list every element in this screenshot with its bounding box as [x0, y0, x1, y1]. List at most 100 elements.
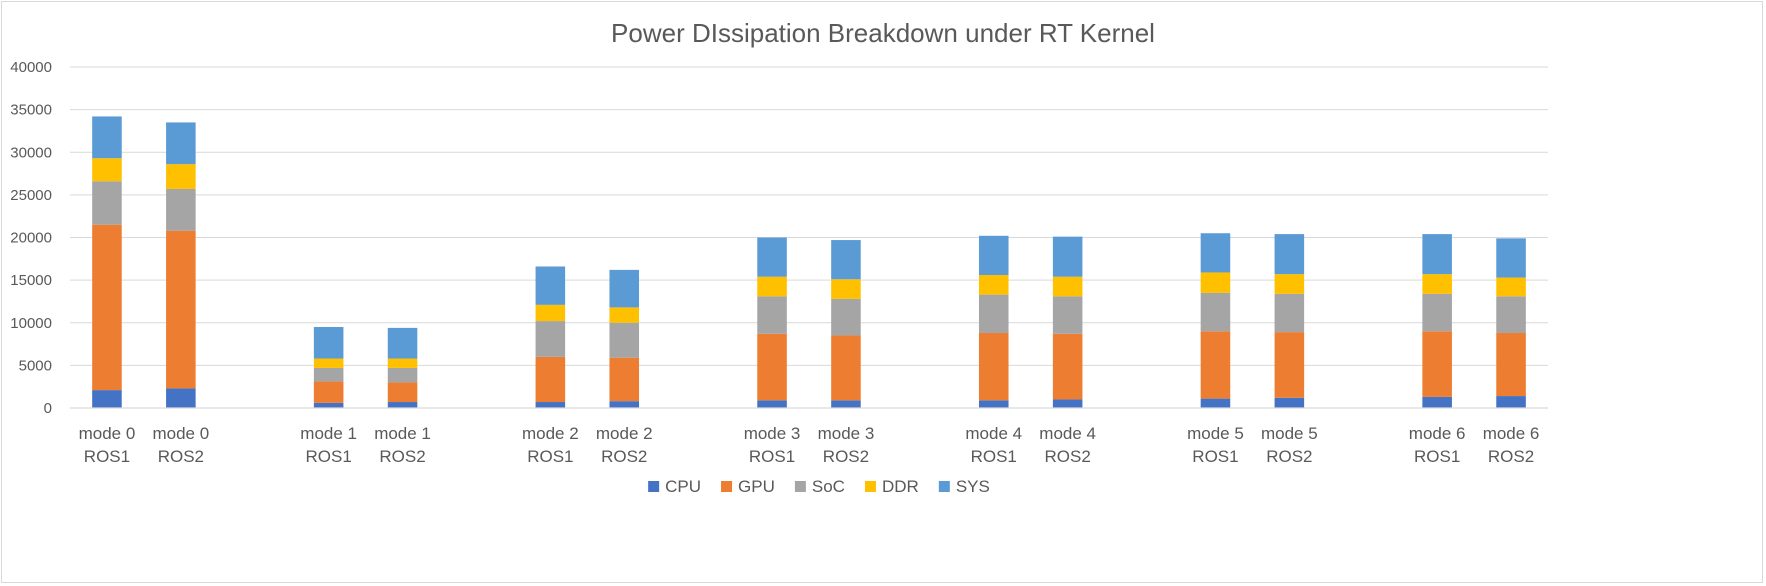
bar-segment-sys — [1496, 238, 1526, 278]
bar-segment-soc — [1200, 292, 1231, 332]
x-tick-label-ros: ROS2 — [1045, 447, 1091, 466]
x-tick-label-ros: ROS1 — [749, 447, 795, 466]
bar-segment-gpu — [166, 230, 196, 389]
x-tick-label-ros: ROS1 — [84, 447, 130, 466]
bar-segment-soc — [1274, 293, 1305, 333]
bar-segment-cpu — [1200, 398, 1231, 408]
bar-segment-gpu — [1496, 332, 1526, 397]
bar-segment-soc — [831, 298, 861, 336]
bar-segment-ddr — [1274, 274, 1305, 294]
bar-segment-gpu — [387, 382, 418, 403]
bar-segment-cpu — [535, 402, 566, 408]
y-tick-label: 0 — [44, 400, 52, 417]
bar-segment-sys — [1052, 236, 1083, 277]
legend: CPU GPU SoC DDR SYS — [648, 477, 990, 496]
x-tick-label-ros: ROS2 — [823, 447, 869, 466]
y-tick-label: 15000 — [10, 272, 52, 289]
bar-segment-ddr — [1052, 276, 1083, 297]
x-axis-labels: mode 0 ROS1 mode 0 ROS2 mode 1 ROS1 mode 1 ROS2… — [79, 424, 1540, 466]
bar-segment-sys — [757, 237, 787, 277]
bar-segment-sys — [1274, 234, 1305, 275]
bar-segment-ddr — [609, 307, 640, 323]
bar-segment-sys — [535, 266, 566, 305]
bar-segment-cpu — [757, 400, 787, 408]
bar-segment-sys — [609, 269, 640, 308]
x-tick-label-ros: ROS2 — [379, 447, 425, 466]
x-tick-label-mode: mode 6 — [1409, 424, 1466, 443]
legend-item-sys: SYS — [938, 477, 990, 496]
legend-swatch — [794, 481, 806, 492]
bar-segment-soc — [1422, 293, 1452, 332]
x-tick-label-mode: mode 2 — [596, 424, 653, 443]
bars — [92, 116, 1526, 408]
x-tick-label-ros: ROS1 — [1414, 447, 1460, 466]
bar-segment-ddr — [1200, 272, 1231, 293]
bar-segment-ddr — [831, 279, 861, 299]
legend-item-soc: SoC — [794, 477, 845, 496]
bar-segment-gpu — [92, 224, 122, 391]
bar-segment-soc — [535, 321, 566, 357]
bar-segment-soc — [166, 188, 196, 231]
legend-item-cpu: CPU — [648, 477, 701, 496]
chart-title: Power DIssipation Breakdown under RT Ker… — [611, 18, 1155, 48]
bar-segment-soc — [757, 296, 787, 334]
legend-swatch — [864, 481, 876, 492]
bar-segment-gpu — [1052, 333, 1083, 400]
bar-segment-ddr — [757, 276, 787, 297]
x-tick-label-mode: mode 5 — [1187, 424, 1244, 443]
bar-segment-sys — [1422, 234, 1452, 275]
x-tick-label-ros: ROS2 — [601, 447, 647, 466]
x-tick-label-mode: mode 1 — [374, 424, 431, 443]
bar-segment-cpu — [92, 390, 122, 408]
bar-segment-cpu — [387, 402, 418, 408]
gridlines — [70, 66, 1548, 366]
bar-segment-soc — [313, 367, 344, 382]
bar-segment-gpu — [535, 356, 566, 403]
legend-swatch — [721, 481, 733, 492]
bar-segment-sys — [978, 235, 1009, 276]
bar-segment-soc — [92, 181, 122, 225]
x-tick-label-ros: ROS1 — [306, 447, 352, 466]
y-axis-ticks: 0 5000 10000 15000 20000 25000 30000 35000 40000 — [10, 59, 52, 417]
bar-segment-cpu — [609, 401, 640, 408]
bar-segment-cpu — [166, 388, 196, 408]
x-tick-label-ros: ROS2 — [1266, 447, 1312, 466]
legend-label: SoC — [812, 477, 845, 496]
x-tick-label-ros: ROS1 — [1192, 447, 1238, 466]
bar-segment-sys — [831, 240, 861, 280]
bar-segment-ddr — [978, 275, 1009, 295]
bar-segment-cpu — [978, 400, 1009, 408]
bar-segment-soc — [978, 294, 1009, 333]
bar-segment-gpu — [609, 357, 640, 402]
legend-label: DDR — [882, 477, 919, 496]
x-tick-label-mode: mode 6 — [1483, 424, 1540, 443]
bar-segment-soc — [1052, 296, 1083, 334]
y-tick-label: 35000 — [10, 102, 52, 119]
bar-segment-sys — [166, 122, 196, 165]
y-tick-label: 5000 — [19, 357, 52, 374]
x-tick-label-ros: ROS1 — [971, 447, 1017, 466]
y-tick-label: 10000 — [10, 315, 52, 332]
legend-item-gpu: GPU — [721, 477, 775, 496]
bar-segment-ddr — [387, 358, 418, 368]
bar-segment-ddr — [535, 304, 566, 322]
bar-segment-soc — [387, 367, 418, 383]
x-tick-label-mode: mode 0 — [152, 424, 209, 443]
bar-segment-gpu — [1200, 331, 1231, 399]
x-tick-label-mode: mode 3 — [818, 424, 875, 443]
legend-swatch — [938, 481, 950, 492]
bar-segment-sys — [387, 327, 418, 359]
bar-segment-soc — [609, 322, 640, 358]
bar-segment-cpu — [1496, 396, 1526, 408]
x-tick-label-ros: ROS1 — [527, 447, 573, 466]
bar-segment-gpu — [1422, 331, 1452, 397]
x-tick-label-mode: mode 2 — [522, 424, 579, 443]
bar-segment-cpu — [1422, 396, 1452, 408]
bar-segment-gpu — [978, 332, 1009, 401]
legend-label: SYS — [956, 477, 990, 496]
x-tick-label-ros: ROS2 — [158, 447, 204, 466]
y-tick-label: 25000 — [10, 187, 52, 204]
bar-segment-sys — [92, 116, 122, 159]
bar-segment-ddr — [313, 358, 344, 368]
